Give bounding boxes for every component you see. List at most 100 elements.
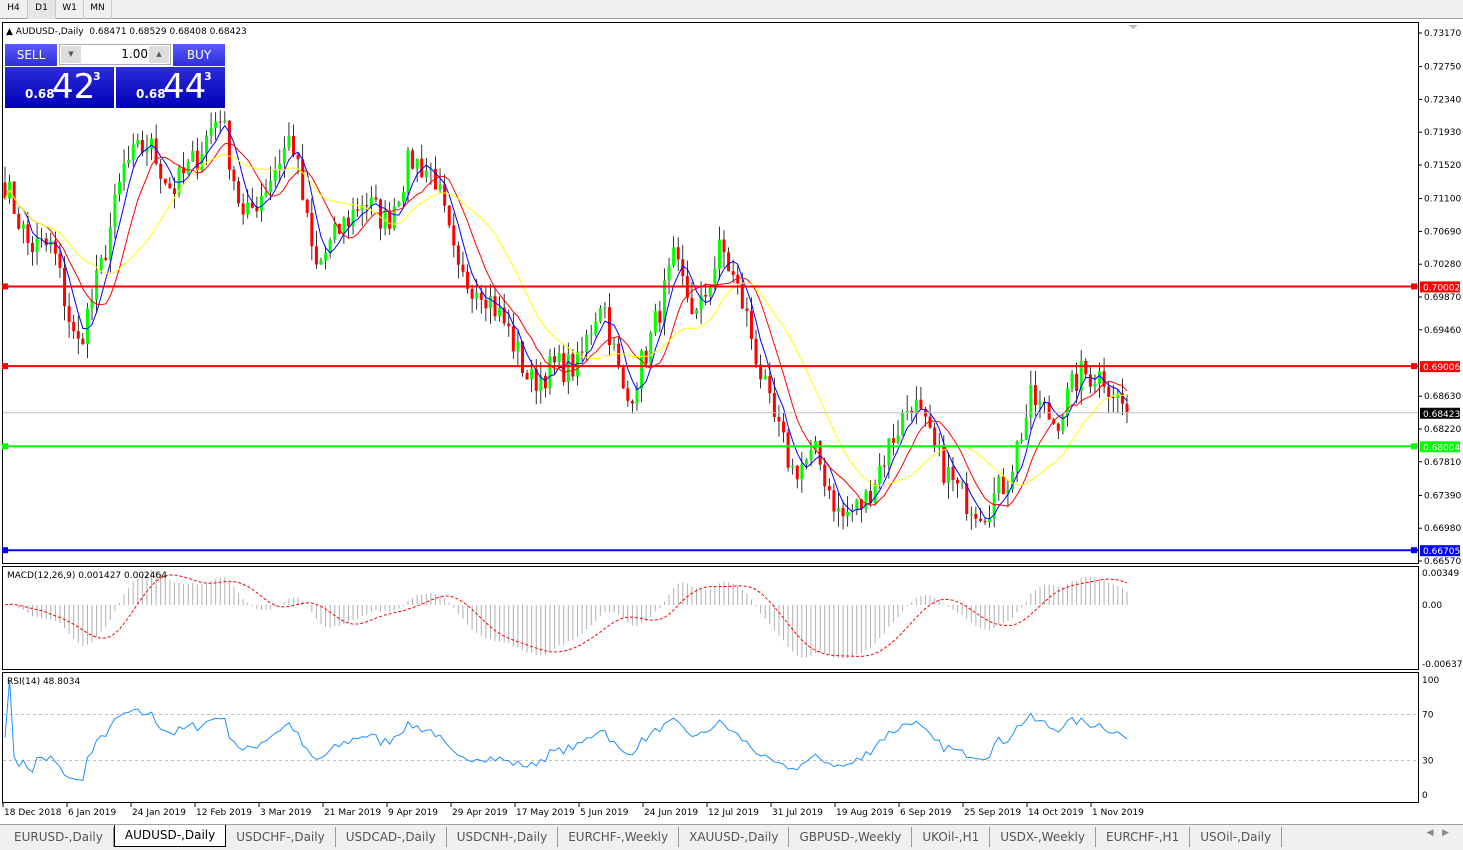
candle-body	[795, 465, 799, 480]
candle-body	[786, 432, 790, 468]
chart-tab[interactable]: GBPUSD-,Weekly	[789, 827, 913, 847]
candle-body	[580, 351, 584, 353]
candle-body	[314, 246, 318, 265]
candle-body	[878, 465, 882, 484]
price-tick-label: 0.66570	[1424, 557, 1461, 567]
chart-tab[interactable]: XAUUSD-,Daily	[679, 827, 790, 847]
candle-body	[475, 292, 479, 299]
decrease-lot-button[interactable]: ▼	[61, 46, 81, 63]
candle-body	[205, 135, 209, 154]
candle-body	[466, 271, 470, 289]
candle-body	[969, 513, 973, 515]
chart-tab[interactable]: USDX-,Weekly	[990, 827, 1096, 847]
price-tick-label: 0.68220	[1424, 425, 1461, 435]
chart-tab[interactable]: EURCHF-,H1	[1096, 827, 1191, 847]
candle-body	[53, 240, 57, 254]
candle-body	[356, 209, 360, 211]
date-tick-label: 18 Dec 2018	[4, 808, 62, 818]
candle-body	[292, 136, 296, 155]
price-tick-label: 0.68630	[1424, 392, 1461, 402]
candle-body	[383, 210, 387, 229]
candle-body	[461, 264, 465, 272]
candle-body	[154, 138, 158, 164]
chart-tab[interactable]: AUDUSD-,Daily	[113, 825, 227, 847]
candle-body	[1107, 386, 1111, 397]
candle-body	[443, 184, 447, 206]
date-tick-label: 12 Jul 2019	[708, 808, 759, 818]
increase-lot-button[interactable]: ▲	[149, 46, 169, 63]
candle-body	[342, 217, 346, 234]
candle-body	[168, 183, 172, 189]
line-handle	[1411, 547, 1417, 554]
chart-tab[interactable]: UKOil-,H1	[912, 827, 991, 847]
candle-body	[145, 149, 149, 153]
sell-button[interactable]: SELL	[5, 44, 57, 66]
timeframe-h4[interactable]: H4	[0, 0, 28, 19]
candle-body	[649, 332, 653, 364]
candle-body	[635, 388, 639, 404]
buy-button[interactable]: BUY	[173, 44, 225, 66]
candle-body	[488, 296, 492, 309]
candle-body	[553, 356, 557, 363]
candle-body	[264, 192, 268, 196]
candle-body	[731, 271, 735, 275]
timeframe-d1[interactable]: D1	[28, 0, 56, 19]
chart-header: ▲ AUDUSD-,Daily 0.68471 0.68529 0.68408 …	[6, 27, 247, 37]
candle-body	[159, 163, 163, 179]
candle-body	[163, 178, 167, 184]
buy-price-button[interactable]: 0.68 44 3	[116, 67, 225, 108]
candle-body	[1116, 393, 1120, 399]
candle-body	[232, 169, 236, 182]
candle-body	[90, 300, 94, 309]
date-tick-label: 19 Aug 2019	[836, 808, 894, 818]
line-handle	[1411, 443, 1417, 450]
lot-value[interactable]: 1.00	[121, 47, 148, 61]
candle-body	[479, 292, 483, 300]
candle-body	[310, 212, 314, 247]
candle-body	[81, 338, 85, 344]
candle-body	[882, 465, 886, 467]
candle-body	[534, 369, 538, 391]
candle-body	[1029, 385, 1033, 418]
timeframe-toolbar: H4 D1 W1 MN	[0, 0, 1463, 19]
candle-body	[333, 224, 337, 240]
candle-body	[1102, 371, 1106, 387]
chart-tab[interactable]: USDCAD-,Daily	[336, 827, 447, 847]
candles	[3, 110, 1129, 530]
candle-body	[502, 307, 506, 324]
collapse-triangle-icon[interactable]: ▲	[6, 27, 13, 37]
price-tick-label: 0.70280	[1424, 260, 1461, 270]
date-tick-label: 17 May 2019	[516, 808, 575, 818]
candle-body	[658, 310, 662, 323]
date-tick-label: 21 Mar 2019	[324, 808, 381, 818]
chart-tab[interactable]: EURUSD-,Daily	[4, 827, 114, 847]
chart-tab[interactable]: USOil-,Daily	[1190, 827, 1283, 847]
candle-body	[85, 308, 89, 344]
candle-body	[379, 199, 383, 229]
candle-body	[713, 268, 717, 289]
timeframe-w1[interactable]: W1	[56, 0, 84, 19]
timeframe-mn[interactable]: MN	[84, 0, 112, 19]
candle-body	[978, 518, 982, 521]
price-label-bg	[1420, 361, 1460, 373]
candle-body	[99, 257, 103, 271]
candle-body	[708, 288, 712, 297]
candle-body	[832, 490, 836, 512]
candle-body	[887, 438, 891, 466]
buy-price-pip: 3	[204, 70, 212, 83]
candle-body	[722, 239, 726, 253]
price-chart[interactable]: 0.73170 0.72750 0.72340 0.71930 0.71520 0.711…	[0, 0, 1463, 824]
lot-size-field[interactable]: ▼ 1.00 ▲	[59, 44, 171, 65]
candle-body	[44, 238, 48, 246]
rsi-tick-label: 30	[1422, 757, 1434, 767]
candle-body	[809, 449, 813, 460]
chart-tab[interactable]: USDCNH-,Daily	[447, 827, 559, 847]
macd-tick-label: 0.00349	[1422, 569, 1459, 579]
candle-body	[557, 353, 561, 363]
date-tick-label: 1 Nov 2019	[1092, 808, 1144, 818]
candle-body	[209, 127, 213, 136]
chart-tab[interactable]: USDCHF-,Daily	[226, 827, 336, 847]
sell-price-button[interactable]: 0.68 42 3	[5, 67, 114, 108]
tab-scroll-arrows[interactable]: ◀ ▶	[1426, 828, 1449, 838]
chart-tab[interactable]: EURCHF-,Weekly	[558, 827, 680, 847]
